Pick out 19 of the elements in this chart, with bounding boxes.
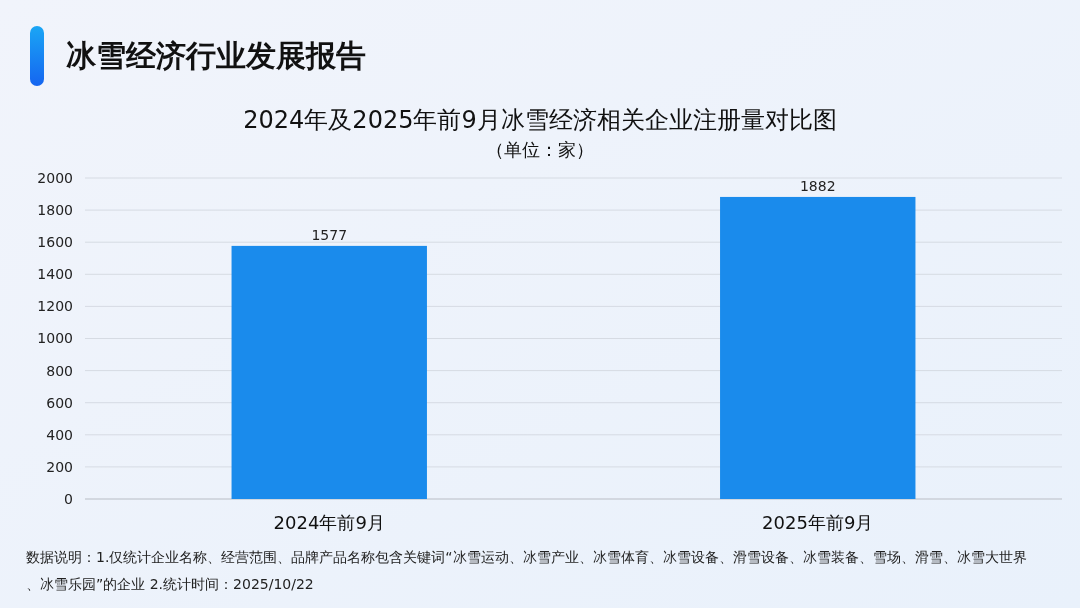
y-tick-label: 2000 (37, 169, 73, 186)
chart-subtitle: 2024年及2025年前9月冰雪经济相关企业注册量对比图 (243, 106, 837, 134)
y-tick-label: 1600 (37, 234, 73, 251)
x-tick-label: 2024年前9月 (273, 512, 385, 533)
data-label: 1882 (799, 177, 836, 194)
data-label: 1577 (311, 226, 348, 243)
y-tick-label: 800 (46, 362, 73, 379)
chart-title: 冰雪经济行业发展报告 (66, 38, 366, 73)
y-tick-label: 200 (46, 458, 73, 475)
y-tick-label: 1800 (37, 202, 73, 218)
y-tick-label: 1000 (37, 330, 73, 347)
y-tick-label: 0 (64, 490, 73, 507)
y-tick-label: 400 (46, 426, 73, 443)
y-tick-label: 600 (46, 394, 73, 411)
y-tick-label: 1400 (37, 266, 73, 283)
x-tick-label: 2025年前9月 (762, 512, 874, 533)
y-tick-label: 1200 (37, 298, 73, 315)
text: 数据说明：1.仅统计企业名称、经营范围、品牌产品名称包含关键词“冰雪运动、冰雪产业、冰雪体育、冰雪设备、滑雪设备、冰雪装备、雪场、滑雪、冰雪大世界、冰雪乐园”的企业 2.统计时间：2025/10/22 (26, 549, 1027, 592)
y-axis-title: （单位：家） (486, 139, 594, 160)
